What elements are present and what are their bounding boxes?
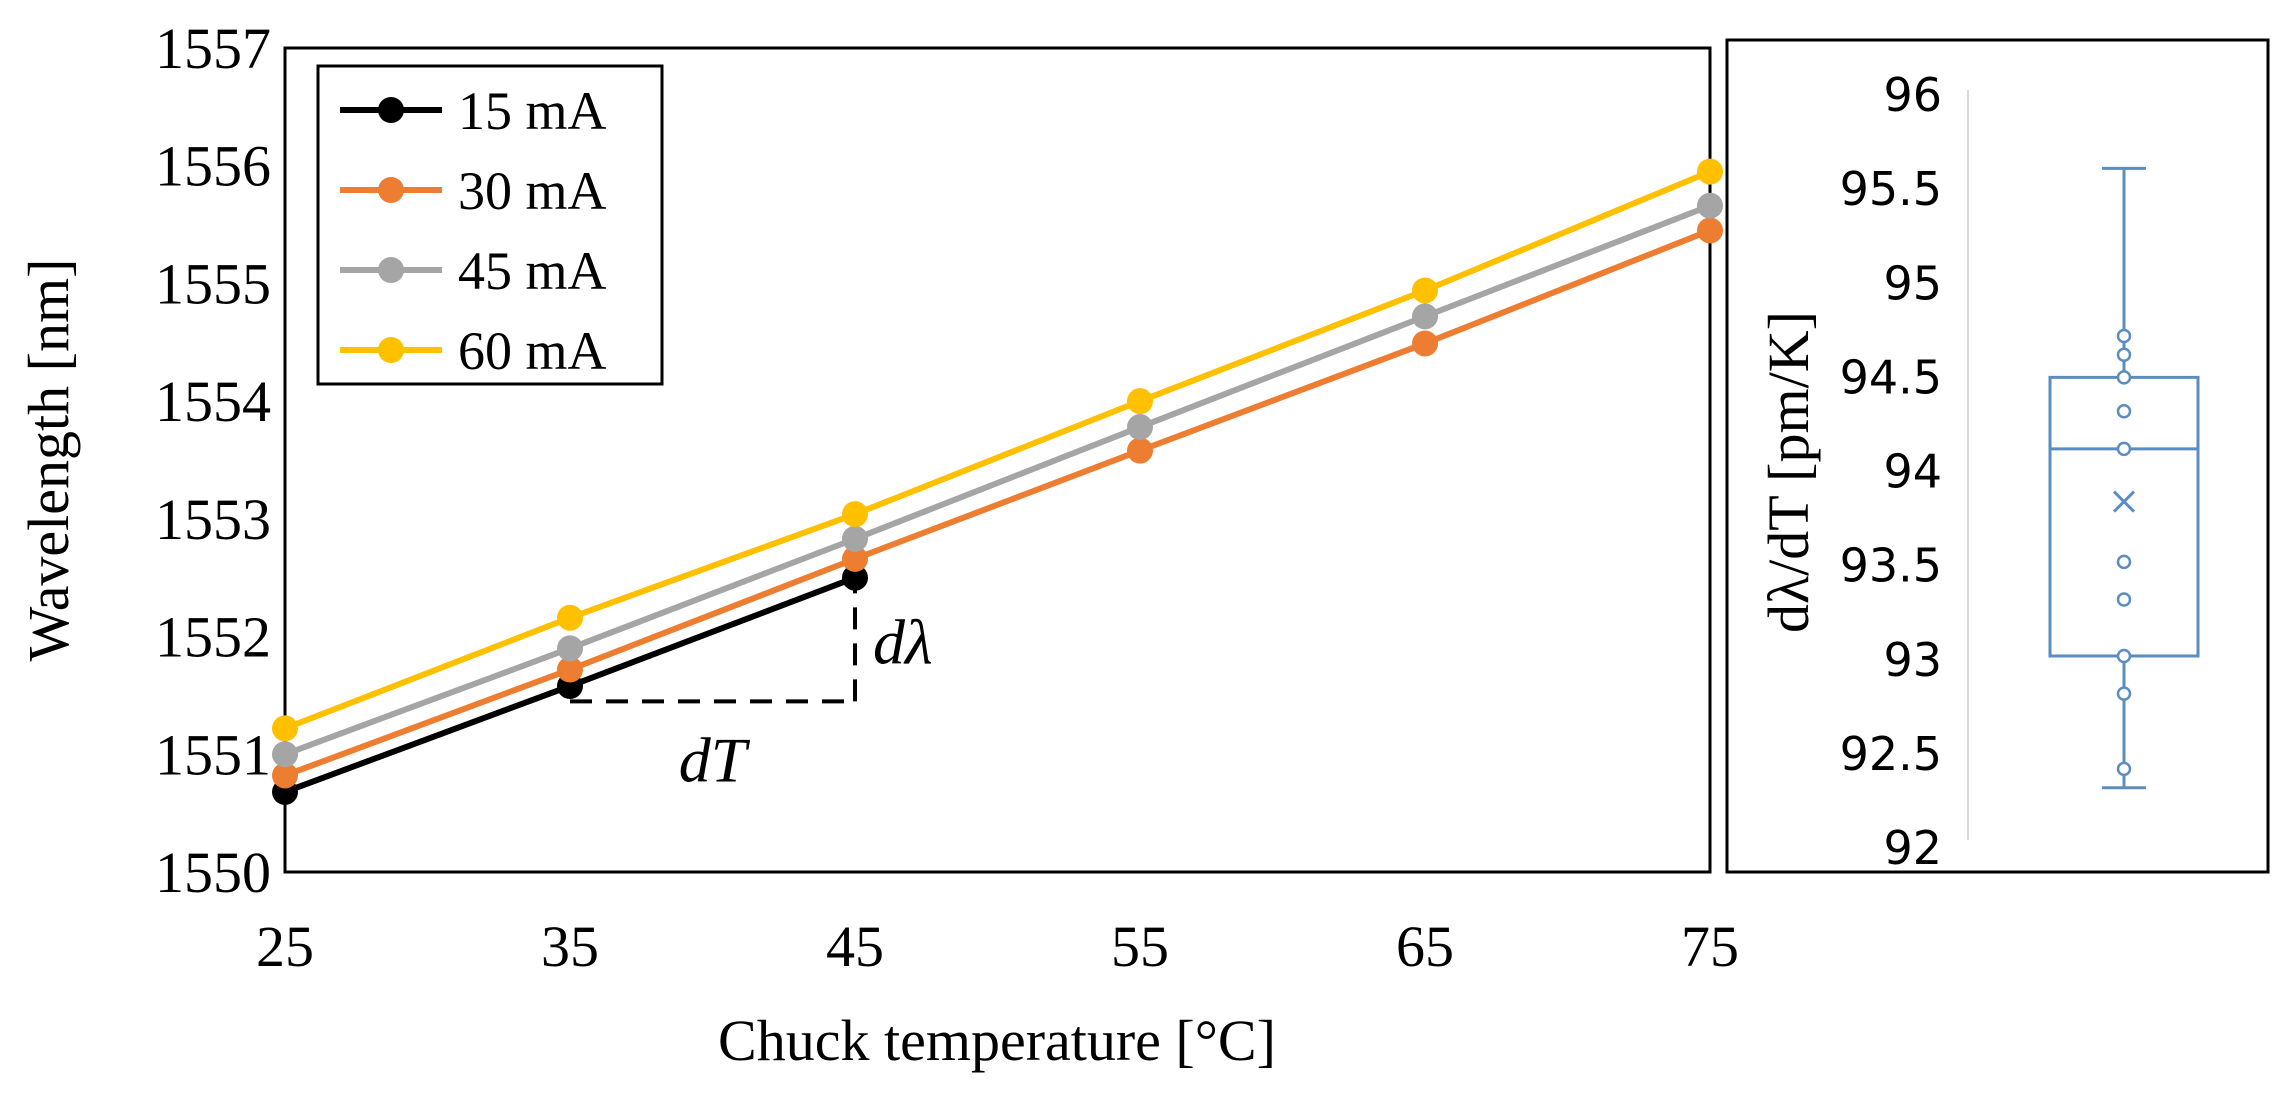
y-tick-label-1555: 1555 xyxy=(155,251,271,316)
box-y-axis-tick-labels: 92 92.5 93 93.5 94 94.5 95 95.5 96 xyxy=(1840,68,1942,875)
d-lambda-label: dλ xyxy=(873,607,933,678)
series-60-ma xyxy=(272,158,1723,742)
point-30-ma-45 xyxy=(842,545,868,572)
box-y-tick-label-92-5: 92.5 xyxy=(1840,727,1942,781)
box-y-tick-label-93: 93 xyxy=(1883,633,1942,687)
mean-marker xyxy=(2112,490,2136,513)
data-point-8 xyxy=(2116,347,2132,363)
y-tick-label-1552: 1552 xyxy=(155,605,271,670)
data-point-3 xyxy=(2116,592,2132,607)
y-tick-label-1554: 1554 xyxy=(155,369,271,434)
dT-label: dT xyxy=(679,724,751,795)
series-line-45-ma xyxy=(283,202,1712,758)
legend-swatch-marker xyxy=(378,337,404,363)
point-45-ma-65 xyxy=(1412,303,1438,330)
legend-items: 15 mA 30 mA 45 mA 60 mA xyxy=(340,81,607,381)
x-tick-label-45: 45 xyxy=(826,914,884,979)
legend-swatch-marker xyxy=(378,97,404,123)
point-30-ma-55 xyxy=(1127,437,1153,464)
point-30-ma-65 xyxy=(1412,330,1438,357)
box-y-tick-label-94-5: 94.5 xyxy=(1840,350,1942,404)
x-tick-label-65: 65 xyxy=(1396,914,1454,979)
y-tick-label-1550: 1550 xyxy=(155,840,271,905)
line-chart: 1550 1551 1552 1553 1554 1555 1556 1557 25 35 45 5… xyxy=(16,16,1739,1073)
slope-annotations: dλ dT xyxy=(570,577,933,795)
x-tick-label-25: 25 xyxy=(256,914,314,979)
y-tick-label-1557: 1557 xyxy=(155,16,271,81)
x-tick-label-55: 55 xyxy=(1111,914,1169,979)
legend-item-15-ma: 15 mA xyxy=(340,81,607,141)
box-chart: 92 92.5 93 93.5 94 94.5 95 95.5 96 dλ/dT [pm/K] xyxy=(1725,38,2270,875)
y-tick-label-1556: 1556 xyxy=(155,134,271,199)
data-point-6 xyxy=(2116,404,2132,419)
point-60-ma-55 xyxy=(1127,388,1153,415)
x-tick-label-75: 75 xyxy=(1681,914,1739,979)
data-point-1 xyxy=(2116,686,2132,701)
legend-swatch-marker xyxy=(378,257,404,283)
data-point-2 xyxy=(2116,648,2132,664)
data-point-7 xyxy=(2116,370,2132,385)
legend-item-30-ma: 30 mA xyxy=(340,161,607,221)
box-chart-frame xyxy=(1725,38,2270,874)
x-axis-tick-labels: 25 35 45 55 65 75 xyxy=(256,914,1739,979)
box-y-tick-label-93-5: 93.5 xyxy=(1840,539,1942,593)
box-y-tick-label-94: 94 xyxy=(1883,445,1942,499)
box-y-tick-label-92: 92 xyxy=(1883,821,1942,875)
x-axis-title: Chuck temperature [°C] xyxy=(718,1008,1276,1073)
mean-marker-stroke-b xyxy=(2112,490,2136,513)
point-45-ma-55 xyxy=(1127,414,1153,441)
box-y-tick-label-96: 96 xyxy=(1883,68,1942,122)
y-tick-label-1551: 1551 xyxy=(155,722,271,787)
legend-swatch-marker xyxy=(378,177,404,203)
point-60-ma-35 xyxy=(557,604,583,631)
x-tick-label-35: 35 xyxy=(541,914,599,979)
y-axis-tick-labels: 1550 1551 1552 1553 1554 1555 1556 1557 xyxy=(155,16,271,905)
data-point-9 xyxy=(2116,328,2132,344)
box-y-tick-label-95: 95 xyxy=(1883,256,1942,310)
legend-label: 45 mA xyxy=(458,241,607,301)
series-30-ma xyxy=(272,217,1723,789)
series-45-ma xyxy=(272,192,1723,768)
legend: 15 mA 30 mA 45 mA 60 mA xyxy=(316,64,664,386)
point-60-ma-75 xyxy=(1697,158,1723,185)
box-plot-body xyxy=(2048,166,2200,790)
legend-label: 60 mA xyxy=(458,321,607,381)
box-y-axis-title: dλ/dT [pm/K] xyxy=(1756,311,1821,633)
point-45-ma-75 xyxy=(1697,192,1723,219)
point-60-ma-65 xyxy=(1412,277,1438,304)
legend-label: 30 mA xyxy=(458,161,607,221)
point-60-ma-45 xyxy=(842,501,868,528)
legend-item-60-ma: 60 mA xyxy=(340,321,607,381)
data-point-0 xyxy=(2116,761,2132,777)
series-line-30-ma xyxy=(283,227,1712,779)
line-series-group xyxy=(272,158,1723,805)
point-30-ma-75 xyxy=(1697,217,1723,244)
data-point-4 xyxy=(2116,554,2132,570)
y-tick-label-1553: 1553 xyxy=(155,487,271,552)
series-line-60-ma xyxy=(283,168,1712,732)
point-30-ma-25 xyxy=(272,762,298,789)
legend-box xyxy=(316,64,664,386)
y-axis-title: Wavelength [nm] xyxy=(16,259,81,662)
legend-item-45-ma: 45 mA xyxy=(340,241,607,301)
point-60-ma-25 xyxy=(272,715,298,742)
point-45-ma-35 xyxy=(557,635,583,662)
point-45-ma-25 xyxy=(272,741,298,768)
point-45-ma-45 xyxy=(842,525,868,552)
legend-label: 15 mA xyxy=(458,81,607,141)
box-y-tick-label-95-5: 95.5 xyxy=(1840,162,1942,216)
data-point-5 xyxy=(2116,441,2132,457)
point-30-ma-35 xyxy=(557,656,583,683)
